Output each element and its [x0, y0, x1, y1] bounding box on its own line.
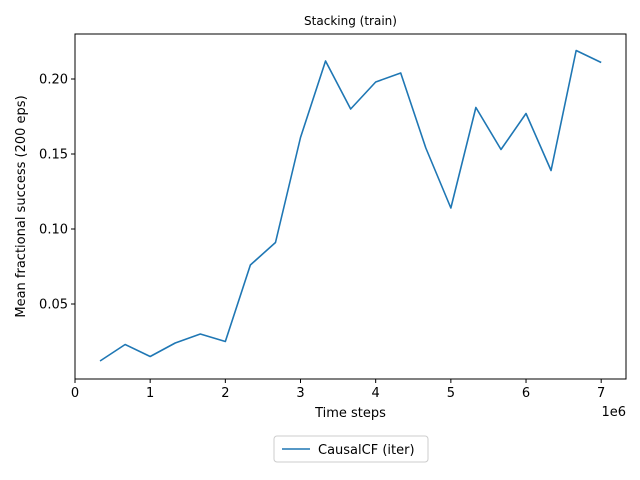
legend: CausalCF (iter) [273, 435, 429, 463]
y-axis: 0.05 0.10 0.15 0.20 [39, 73, 75, 313]
x-tick-label: 3 [296, 386, 304, 401]
chart-title: Stacking (train) [304, 14, 397, 28]
legend-entry-label: CausalCF (iter) [318, 443, 415, 458]
x-tick-label: 4 [372, 386, 380, 401]
plot-frame [74, 33, 627, 380]
y-axis-label: Mean fractional success (200 eps) [14, 95, 29, 317]
x-tick-label: 6 [522, 386, 530, 401]
x-tick-label: 7 [597, 386, 605, 401]
legend-box [273, 435, 429, 463]
y-tick-label: 0.05 [39, 298, 68, 313]
y-tick-label: 0.20 [39, 73, 68, 88]
x-axis: 0 1 2 3 4 5 6 7 [71, 379, 605, 401]
x-tick-label: 1 [146, 386, 154, 401]
x-tick-label: 5 [447, 386, 455, 401]
x-offset-text: 1e6 [601, 405, 626, 420]
y-tick-label: 0.15 [39, 148, 68, 163]
x-tick-label: 2 [221, 386, 229, 401]
y-tick-label: 0.10 [39, 223, 68, 238]
x-tick-label: 0 [71, 386, 79, 401]
x-axis-label: Time steps [314, 406, 386, 421]
series-line-0 [99, 49, 602, 362]
plot-area [74, 33, 627, 380]
